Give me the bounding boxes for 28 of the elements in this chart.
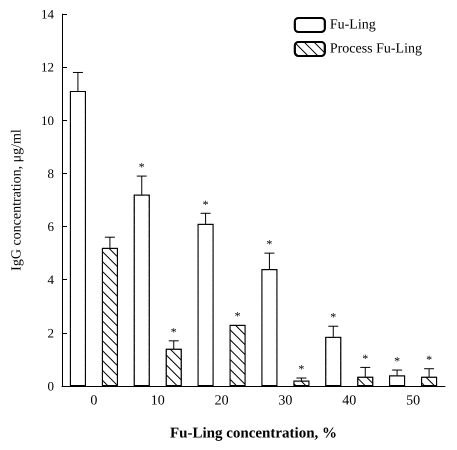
x-tick-label: 10 [150, 394, 165, 408]
y-tick-label: 2 [48, 325, 54, 340]
data-label: * [330, 310, 336, 324]
x-tick-label: 20 [214, 394, 229, 408]
y-axis-title: IgG concentration, μg/ml [10, 129, 24, 271]
data-label: * [138, 160, 145, 174]
y-tick-label: 0 [48, 378, 54, 394]
data-label: * [234, 308, 241, 323]
y-tick-label: 6 [48, 219, 54, 234]
x-tick-label: 50 [406, 394, 420, 408]
legend-label: Fu-Ling [330, 18, 376, 32]
data-label: * [266, 237, 272, 252]
y-tick-label: 8 [48, 166, 54, 181]
x-tick-label: 0 [90, 394, 98, 408]
data-label: * [202, 197, 209, 212]
data-label: * [394, 354, 400, 368]
y-tick-label: 14 [41, 6, 54, 22]
data-label: * [362, 351, 368, 366]
x-axis-title: Fu-Ling concentration, % [170, 426, 338, 442]
x-tick-label: 40 [342, 394, 356, 408]
y-tick-label: 10 [41, 112, 54, 128]
y-tick-label: 4 [48, 272, 54, 288]
y-tick-label: 12 [41, 60, 54, 75]
x-tick-label: 30 [278, 394, 292, 408]
legend-label: Process Fu-Ling [330, 42, 422, 56]
data-label: * [298, 362, 304, 376]
data-label: * [426, 352, 432, 367]
data-label: * [170, 324, 177, 339]
